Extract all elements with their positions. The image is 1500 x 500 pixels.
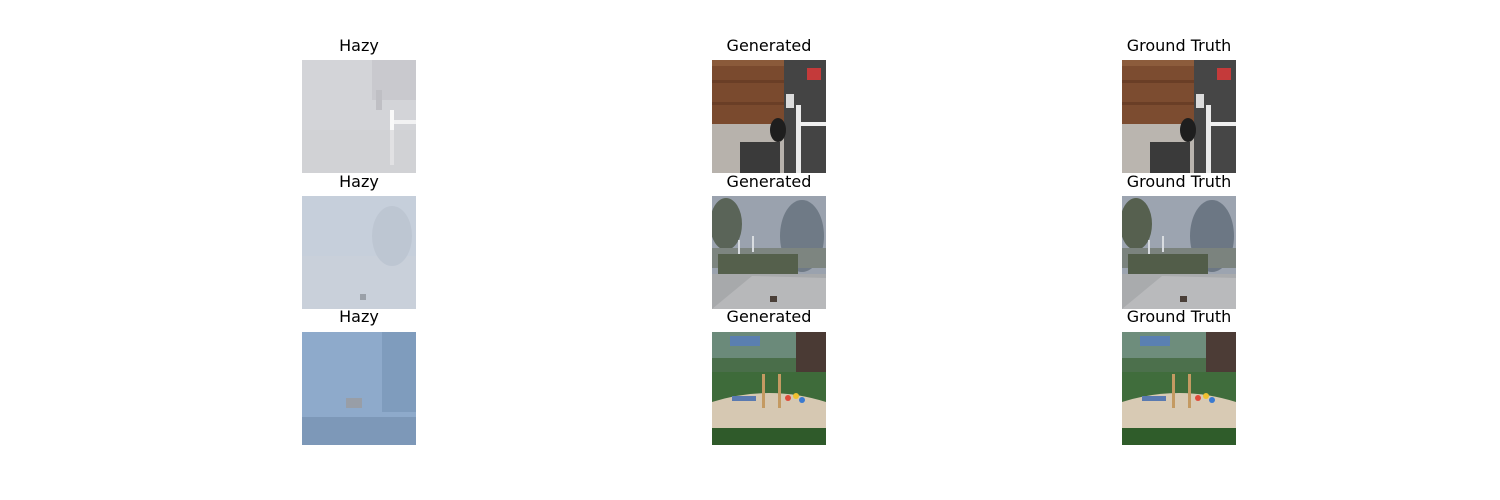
generated-garden-image xyxy=(712,196,826,309)
generated-playground-image xyxy=(712,332,826,445)
panel-title: Generated xyxy=(726,36,812,55)
panel-title: Hazy xyxy=(339,36,379,55)
ground-truth-playground-image xyxy=(1122,332,1236,445)
generated-indoor-image xyxy=(712,60,826,173)
panel-title: Hazy xyxy=(339,172,379,191)
panel-title: Ground Truth xyxy=(1126,36,1232,55)
panel-title: Hazy xyxy=(339,307,379,326)
panel-title: Ground Truth xyxy=(1126,172,1232,191)
ground-truth-indoor-image xyxy=(1122,60,1236,173)
hazy-garden-image xyxy=(302,196,416,309)
hazy-indoor-image xyxy=(302,60,416,173)
ground-truth-garden-image xyxy=(1122,196,1236,309)
panel-title: Ground Truth xyxy=(1126,307,1232,326)
panel-title: Generated xyxy=(726,307,812,326)
hazy-playground-image xyxy=(302,332,416,445)
panel-title: Generated xyxy=(726,172,812,191)
